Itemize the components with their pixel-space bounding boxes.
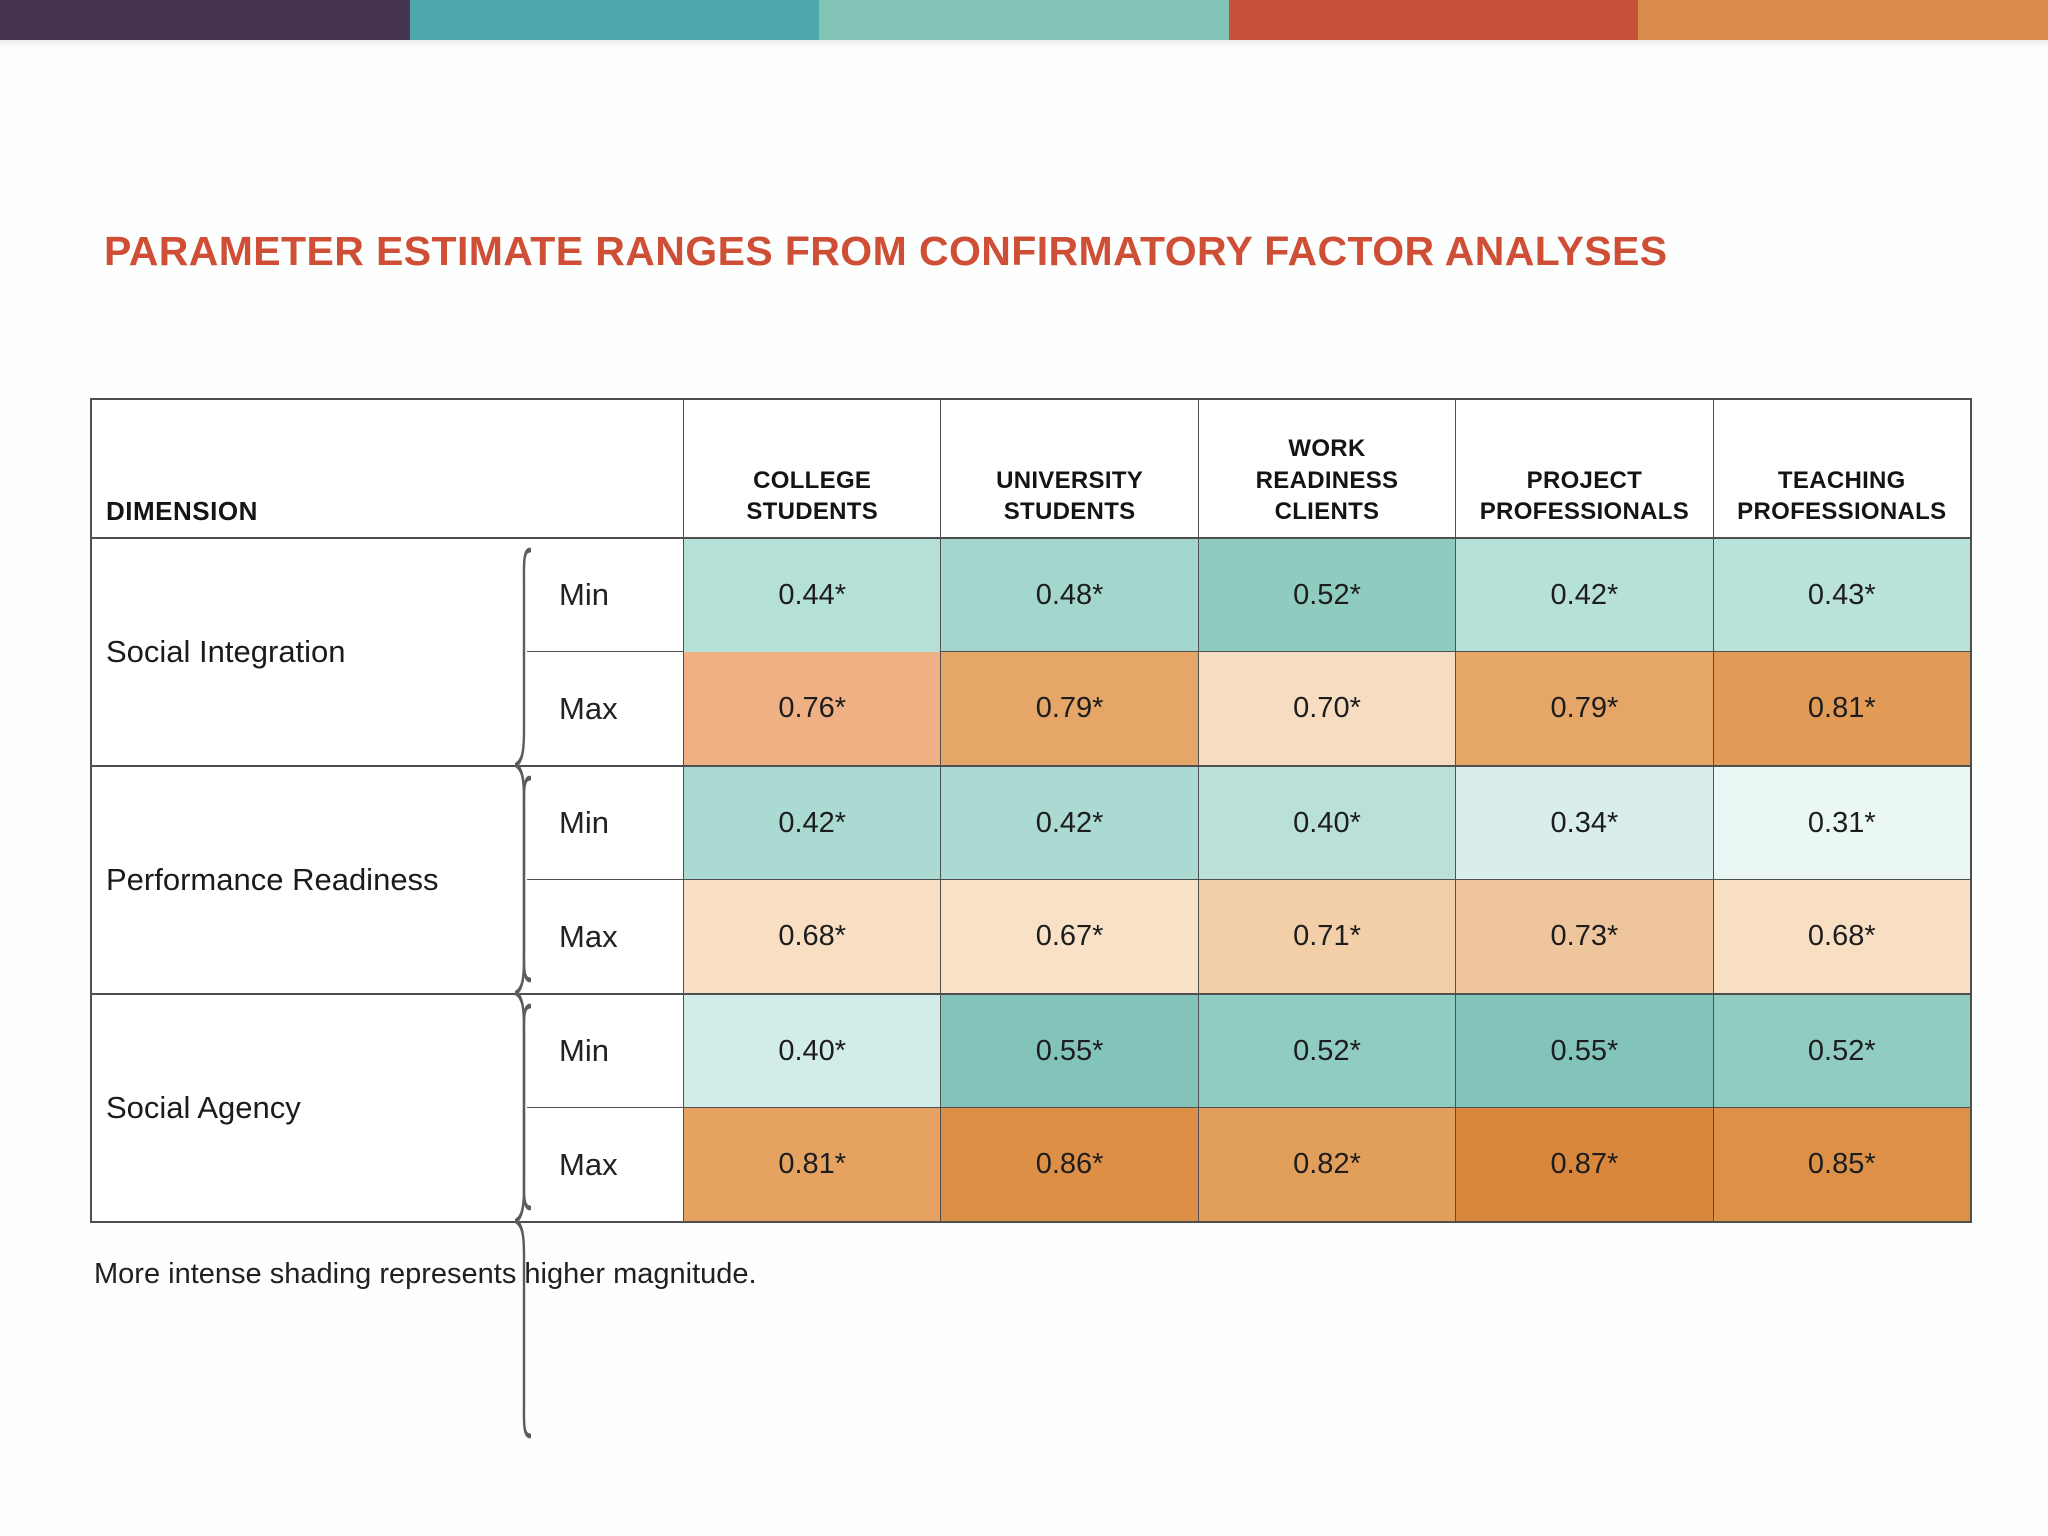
- stat-label-min: Min: [527, 995, 683, 1108]
- value-cell: 0.52*: [1712, 995, 1970, 1108]
- band-segment-teal: [409, 0, 820, 40]
- dimension-group-social-integration: Social Integration Min 0.44* 0.48* 0.52*…: [92, 539, 1970, 983]
- band-segment-seagreen: [819, 0, 1229, 40]
- value-cell: 0.68*: [1712, 880, 1970, 993]
- column-header-teaching-professionals: TEACHING PROFESSIONALS: [1712, 400, 1970, 537]
- table-header-row: DIMENSION COLLEGE STUDENTS UNIVERSITY ST…: [92, 400, 1970, 539]
- value-cell: 0.87*: [1455, 1108, 1713, 1221]
- value-cell: 0.81*: [1712, 652, 1970, 765]
- dimension-label-text: Social Integration: [106, 634, 346, 669]
- value-cell: 0.68*: [683, 880, 941, 993]
- value-cell: 0.81*: [683, 1108, 941, 1221]
- value-cell: 0.79*: [940, 652, 1198, 765]
- dimension-label: Performance Readiness: [92, 767, 531, 1211]
- value-cell: 0.70*: [1197, 652, 1456, 765]
- value-cell: 0.86*: [940, 1108, 1198, 1221]
- value-cell: 0.71*: [1197, 880, 1456, 993]
- value-cell: 0.43*: [1712, 539, 1970, 652]
- column-header-work-readiness-clients: WORK READINESS CLIENTS: [1197, 400, 1455, 537]
- value-cell: 0.31*: [1712, 767, 1970, 880]
- factor-analysis-table: DIMENSION COLLEGE STUDENTS UNIVERSITY ST…: [90, 398, 1972, 1439]
- page-title: PARAMETER ESTIMATE RANGES FROM CONFIRMAT…: [104, 228, 1668, 274]
- dimension-group-performance-readiness: Performance Readiness Min 0.42* 0.42* 0.…: [92, 767, 1970, 1211]
- value-cell: 0.44*: [683, 539, 941, 652]
- dimension-label: Social Integration: [92, 539, 531, 983]
- value-cell: 0.82*: [1197, 1108, 1456, 1221]
- value-cell: 0.79*: [1455, 652, 1713, 765]
- value-cell: 0.42*: [683, 767, 941, 880]
- band-segment-orange: [1638, 0, 2048, 40]
- stat-label-max: Max: [559, 918, 618, 954]
- value-cell: 0.42*: [1455, 539, 1713, 652]
- dimension-label-text: Performance Readiness: [106, 862, 439, 897]
- value-cell: 0.76*: [683, 652, 941, 765]
- band-segment-purple: [0, 0, 410, 40]
- value-cell: 0.73*: [1455, 880, 1713, 993]
- value-cell: 0.40*: [1197, 767, 1456, 880]
- brace-icon: [515, 1003, 531, 1439]
- dimension-label-text: Social Agency: [106, 1090, 301, 1125]
- value-cell: 0.85*: [1712, 1108, 1970, 1221]
- stat-label-max: Max: [559, 1146, 618, 1182]
- value-cell: 0.52*: [1197, 539, 1456, 652]
- dimension-label: Social Agency: [92, 995, 531, 1439]
- top-color-band: [0, 0, 2048, 40]
- value-cell: 0.40*: [683, 995, 941, 1108]
- band-segment-red: [1228, 0, 1639, 40]
- stat-label-min: Min: [527, 767, 683, 880]
- shading-footnote: More intense shading represents higher m…: [94, 1258, 757, 1290]
- band-shadow: [0, 40, 2048, 48]
- value-cell: 0.52*: [1197, 995, 1456, 1108]
- value-cell: 0.48*: [940, 539, 1198, 652]
- value-cell: 0.42*: [940, 767, 1198, 880]
- stat-label-min: Min: [527, 539, 683, 652]
- column-header-project-professionals: PROJECT PROFESSIONALS: [1455, 400, 1712, 537]
- stat-label-max: Max: [559, 690, 618, 726]
- value-cell: 0.55*: [940, 995, 1198, 1108]
- dimension-group-social-agency: Social Agency Min 0.40* 0.55* 0.52* 0.55…: [92, 995, 1970, 1439]
- dimension-column-header: DIMENSION: [106, 496, 258, 526]
- value-cell: 0.67*: [940, 880, 1198, 993]
- column-header-university-students: UNIVERSITY STUDENTS: [940, 400, 1197, 537]
- value-cell: 0.34*: [1455, 767, 1713, 880]
- column-header-college-students: COLLEGE STUDENTS: [683, 400, 940, 537]
- value-cell: 0.55*: [1455, 995, 1713, 1108]
